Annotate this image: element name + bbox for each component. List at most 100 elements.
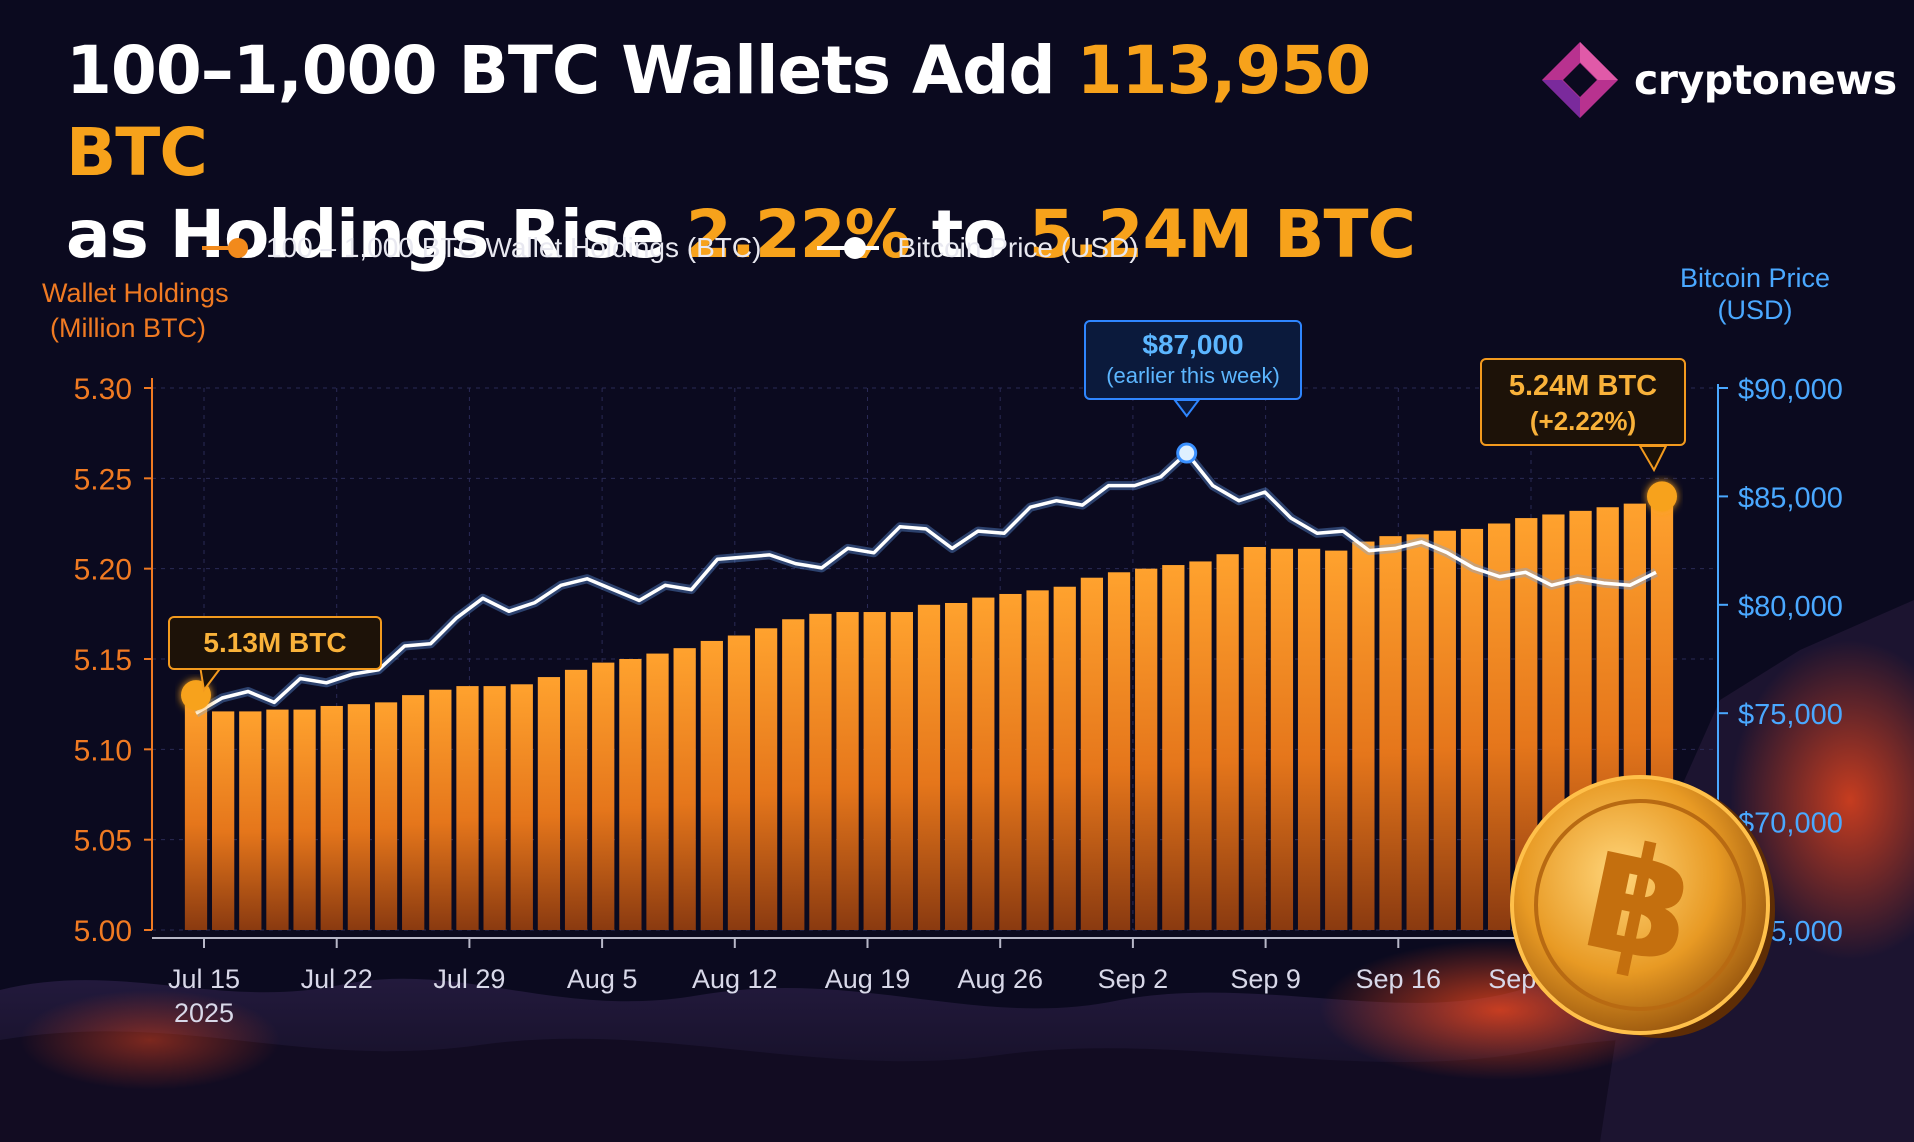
legend-item-price: Bitcoin Price (USD) — [815, 232, 1139, 264]
holdings-bar — [212, 711, 235, 930]
holdings-bar — [863, 612, 886, 930]
holdings-bar — [1325, 550, 1348, 930]
right-axis-title-line1: Bitcoin Price — [1679, 263, 1831, 293]
right-axis-tick-label: $75,000 — [1738, 699, 1843, 731]
holdings-bar — [184, 695, 208, 930]
right-axis-tick-label: $90,000 — [1738, 374, 1843, 406]
right-axis-tick-label: $85,000 — [1738, 482, 1843, 514]
legend-swatch-price — [817, 237, 880, 259]
price-line-series — [193, 448, 1659, 718]
title-line1-highlight: 113,950 BTC — [66, 32, 1371, 191]
callout-holdings-start: 5.13M BTC — [168, 616, 382, 670]
holdings-bar — [1433, 530, 1456, 930]
x-axis-tick-label: Jul 29 — [433, 964, 505, 994]
holdings-bar — [374, 702, 398, 930]
bitcoin-coin-icon: ฿ — [1510, 775, 1775, 1038]
holdings-end-marker — [1647, 481, 1677, 512]
holdings-bar — [1379, 536, 1402, 930]
legend-item-holdings: 100 – 1,000 BTC Wallet Holdings (BTC) — [200, 232, 761, 264]
right-axis-tick-label: $80,000 — [1738, 591, 1843, 623]
callout-holdings-end-sub: (+2.22%) — [1529, 406, 1637, 436]
x-axis-tick-label: Aug 26 — [957, 964, 1043, 994]
holdings-bar — [429, 689, 452, 930]
holdings-bar — [809, 613, 832, 930]
holdings-bar — [1080, 577, 1104, 930]
holdings-bar — [537, 677, 561, 930]
left-axis-tick-label: 5.20 — [74, 554, 132, 587]
holdings-bar — [510, 684, 533, 930]
holdings-bar — [1352, 541, 1375, 930]
holdings-bar — [1243, 546, 1266, 930]
callout-holdings-end: 5.24M BTC (+2.22%) — [1480, 358, 1686, 446]
holdings-bar — [320, 705, 343, 930]
holdings-bar — [646, 653, 669, 930]
holdings-bar — [1406, 534, 1429, 930]
price-peak-marker — [1176, 442, 1198, 464]
cryptonews-logo-icon — [1542, 42, 1618, 118]
holdings-bar — [700, 640, 723, 930]
holdings-bar — [347, 704, 371, 930]
right-axis-title: Bitcoin Price (USD) — [1660, 262, 1850, 326]
price-line — [195, 451, 1657, 715]
holdings-bar — [483, 686, 506, 930]
holdings-bar — [1189, 561, 1212, 930]
left-axis-title-line1: Wallet Holdings — [42, 278, 229, 308]
x-axis-tick-label: Aug 12 — [692, 964, 778, 994]
page-title: 100–1,000 BTC Wallets Add 113,950 BTC as… — [66, 30, 1466, 276]
legend-label-price: Bitcoin Price (USD) — [897, 232, 1139, 263]
holdings-bar — [456, 686, 479, 930]
holdings-bar — [727, 635, 751, 930]
callout-price-peak: $87,000 (earlier this week) — [1084, 320, 1302, 400]
brand-name: cryptonews — [1634, 56, 1897, 104]
holdings-bar — [1515, 518, 1538, 930]
holdings-bar — [972, 597, 995, 930]
title-line2-highlight-a: 2.22% — [685, 196, 911, 273]
callout-holdings-end-label: 5.24M BTC — [1508, 370, 1658, 402]
left-axis-tick-label: 5.10 — [74, 734, 132, 767]
left-axis-tick-label: 5.05 — [74, 825, 132, 858]
holdings-bars — [184, 496, 1674, 930]
left-axis-title: Wallet Holdings (Million BTC) — [42, 276, 272, 346]
holdings-bar — [266, 709, 289, 930]
x-axis-tick-label: Sep 9 — [1230, 964, 1301, 994]
left-axis-title-line2: (Million BTC) — [50, 313, 207, 343]
holdings-bar — [1026, 590, 1049, 930]
holdings-bar — [1162, 565, 1185, 930]
right-axis-title-line2: (USD) — [1717, 295, 1793, 325]
holdings-bar — [592, 662, 615, 930]
title-line2-white-b: to — [909, 196, 1029, 273]
holdings-bar — [754, 628, 778, 930]
x-axis-tick-label: Aug 5 — [567, 964, 638, 994]
title-line2-white-a: as Holdings Rise — [66, 196, 686, 273]
left-axis-tick-label: 5.30 — [74, 373, 132, 406]
callout-holdings-start-label: 5.13M BTC — [203, 627, 347, 658]
callout-price-peak-label: $87,000 — [1142, 329, 1244, 360]
holdings-bar — [673, 648, 696, 930]
holdings-bar — [890, 612, 913, 930]
holdings-bar — [239, 711, 262, 930]
holdings-bar — [1135, 568, 1158, 930]
holdings-bar — [782, 619, 805, 930]
holdings-bar — [836, 612, 859, 930]
holdings-bar — [1297, 548, 1321, 930]
callout-pointer-peak — [1172, 399, 1201, 418]
callout-pointer-end — [1638, 445, 1668, 473]
holdings-bar — [1107, 572, 1131, 930]
chart-legend: 100 – 1,000 BTC Wallet Holdings (BTC) Bi… — [200, 232, 1139, 264]
title-line2-highlight-b: 5.24M BTC — [1028, 196, 1416, 273]
holdings-bar — [1460, 528, 1484, 930]
x-axis-tick-label: Jul 22 — [301, 964, 373, 994]
holdings-bar — [1053, 586, 1076, 930]
left-axis-tick-label: 5.15 — [74, 644, 132, 677]
holdings-bar — [999, 593, 1022, 930]
left-axis-tick-label: 5.25 — [74, 463, 132, 496]
right-axis-tick-label: $70,000 — [1738, 808, 1843, 840]
legend-swatch-holdings — [202, 238, 248, 258]
x-axis-tick-label: Jul 15 — [168, 964, 240, 994]
holdings-bar — [1216, 554, 1239, 930]
holdings-bar — [293, 709, 316, 930]
left-axis-tick-label: 5.00 — [74, 915, 132, 948]
x-axis-tick-label: Sep 2 — [1098, 964, 1169, 994]
